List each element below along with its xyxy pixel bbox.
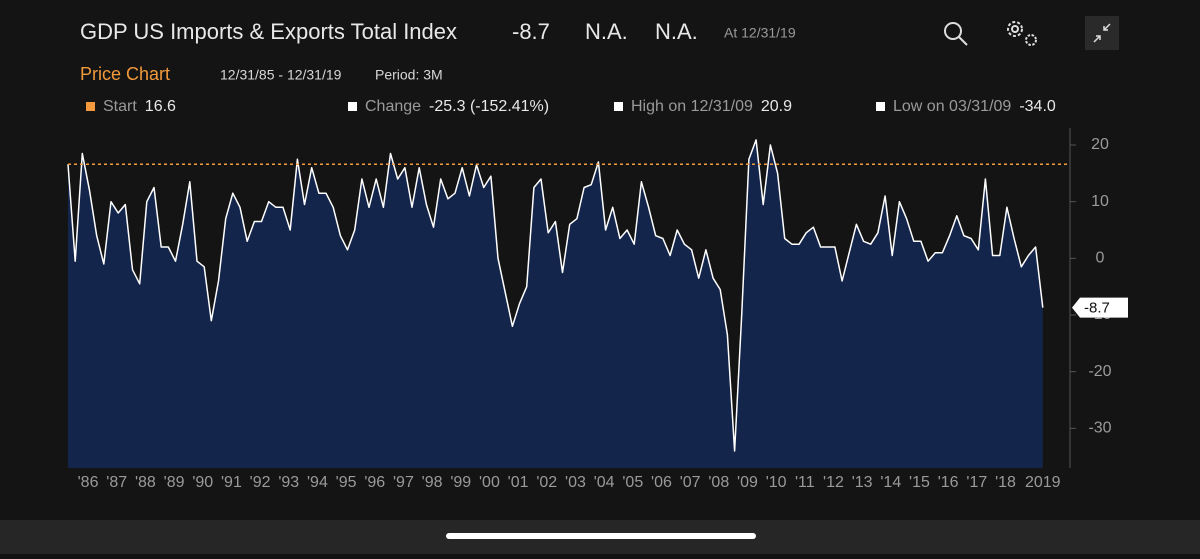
x-tick-label: '01 — [508, 474, 529, 491]
y-tick-label: -20 — [1088, 363, 1111, 380]
stat-label: High on 12/31/09 — [631, 98, 753, 115]
x-tick-label: '90 — [192, 474, 213, 491]
legend-square — [86, 102, 95, 111]
stat-value: -34.0 — [1019, 98, 1056, 115]
y-tick-label: 10 — [1091, 193, 1109, 210]
tab[interactable]: Price Chart — [80, 64, 170, 84]
x-tick-label: '97 — [393, 474, 414, 491]
stats-row: Start 16.6 Change -25.3 (-152.41%) High on 1… — [86, 98, 1056, 115]
x-tick-label: '12 — [823, 474, 844, 491]
x-tick-label: '06 — [651, 474, 672, 491]
gear-hub[interactable] — [1011, 25, 1019, 33]
x-tick-label: '95 — [336, 474, 357, 491]
stat-value: 16.6 — [145, 98, 176, 115]
legend-square — [614, 102, 623, 111]
x-tick-label: '93 — [278, 474, 299, 491]
x-tick-label: '15 — [909, 474, 930, 491]
x-tick-label: '08 — [708, 474, 729, 491]
date-range: 12/31/85 - 12/31/19 — [220, 67, 342, 83]
legend-square — [348, 102, 357, 111]
home-indicator[interactable] — [446, 533, 756, 539]
x-tick-label: '03 — [565, 474, 586, 491]
collapse-bg[interactable] — [1085, 16, 1119, 50]
x-tick-label: '96 — [364, 474, 385, 491]
x-tick-label: '10 — [766, 474, 787, 491]
legend-square — [876, 102, 885, 111]
x-tick-label: '88 — [135, 474, 156, 491]
x-tick-label: '92 — [250, 474, 271, 491]
collapse-button[interactable] — [1085, 16, 1119, 50]
x-tick-label: '11 — [795, 474, 815, 491]
stat-label: Change — [365, 98, 421, 115]
line — [67, 139, 1044, 452]
x-tick-label: '87 — [106, 474, 127, 491]
x-tick-label: '18 — [995, 474, 1016, 491]
x-tick-label: '13 — [852, 474, 873, 491]
gear[interactable] — [1025, 34, 1037, 46]
stat-label: Low on 03/31/09 — [893, 98, 1011, 115]
field: N.A. — [585, 19, 628, 44]
x-tick-label: '17 — [966, 474, 987, 491]
y-tick-label: -30 — [1088, 420, 1111, 437]
x-tick-label: '94 — [307, 474, 328, 491]
x-tick-label: '89 — [164, 474, 185, 491]
stat-value: 20.9 — [761, 98, 792, 115]
x-tick-label: '99 — [450, 474, 471, 491]
field: N.A. — [655, 19, 698, 44]
search-lens[interactable] — [944, 22, 962, 40]
x-tick-label: '91 — [221, 474, 242, 491]
x-tick-label: 2019 — [1025, 474, 1061, 491]
period: Period: 3M — [375, 67, 443, 83]
gear[interactable] — [1007, 21, 1023, 37]
x-tick-label: '02 — [536, 474, 557, 491]
search-handle[interactable] — [958, 36, 968, 46]
x-tick-label: '00 — [479, 474, 500, 491]
stat-label: Start — [103, 98, 137, 115]
x-tick-label: '98 — [422, 474, 443, 491]
x-tick-label: '04 — [594, 474, 615, 491]
stat-value: -25.3 (-152.41%) — [429, 98, 549, 115]
settings-icon[interactable] — [1007, 21, 1037, 46]
search-icon[interactable] — [944, 22, 968, 46]
x-tick-label: '07 — [680, 474, 701, 491]
last-label: -8.7 — [1084, 300, 1110, 317]
x-tick-label: '86 — [78, 474, 99, 491]
collapse-arrows[interactable] — [1093, 23, 1111, 43]
plot: -30-20-1001020-8.7'86'87'88'89'90'91'92'… — [67, 128, 1128, 491]
as-of: At 12/31/19 — [724, 25, 796, 41]
last-value: -8.7 — [512, 19, 550, 44]
y-tick-label: 0 — [1096, 250, 1105, 267]
x-tick-label: '16 — [938, 474, 959, 491]
x-tick-label: '14 — [880, 474, 901, 491]
last-marker — [1072, 297, 1128, 318]
x-tick-label: '05 — [622, 474, 643, 491]
title: GDP US Imports & Exports Total Index — [80, 19, 457, 44]
area — [68, 139, 1043, 468]
x-tick-label: '09 — [737, 474, 758, 491]
y-tick-label: 20 — [1091, 136, 1109, 153]
